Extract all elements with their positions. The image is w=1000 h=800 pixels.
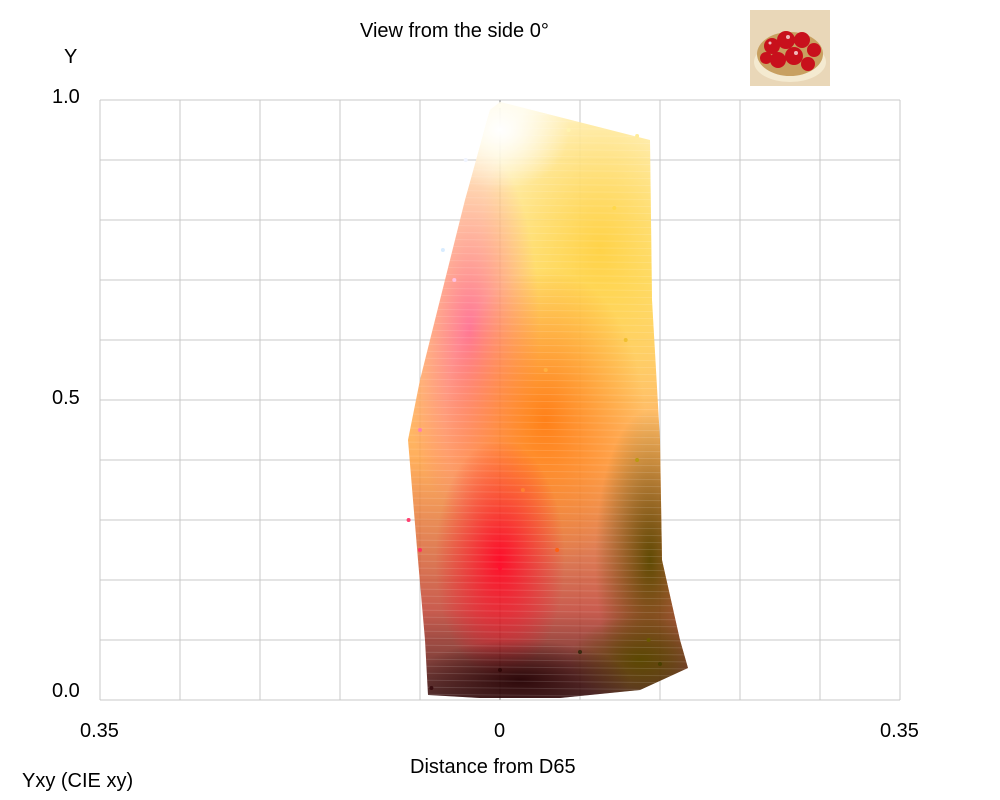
point-row-texture [408, 651, 688, 656]
point-row-texture [408, 616, 688, 621]
y-axis-label: Y [64, 46, 78, 68]
point-row-texture [408, 609, 688, 614]
point-row-texture [408, 273, 688, 278]
point-row-texture [408, 259, 688, 264]
point-row-texture [408, 602, 688, 607]
point-row-texture [408, 490, 688, 495]
x-axis-label: Distance from D65 [410, 756, 576, 778]
data-point [418, 548, 422, 552]
point-row-texture [408, 413, 688, 418]
point-row-texture [408, 574, 688, 579]
point-row-texture [408, 553, 688, 558]
y-tick-label: 0.5 [52, 387, 80, 409]
chart-title: View from the side 0° [360, 20, 549, 42]
point-row-texture [408, 406, 688, 411]
point-row-texture [408, 518, 688, 523]
point-row-texture [408, 343, 688, 348]
point-row-texture [408, 567, 688, 572]
data-point [418, 428, 422, 432]
strawberry-tart-thumbnail-icon [750, 10, 830, 86]
data-point [498, 566, 502, 570]
data-point [406, 518, 411, 522]
data-point [566, 128, 571, 132]
point-row-texture [408, 371, 688, 376]
color-space-label: Yxy (CIE xy) [22, 770, 134, 792]
y-tick-label: 1.0 [52, 86, 80, 108]
point-row-texture [408, 399, 688, 404]
point-row-texture [408, 455, 688, 460]
point-row-texture [408, 483, 688, 488]
point-row-texture [408, 560, 688, 565]
point-row-texture [408, 287, 688, 292]
y-tick-label: 0.0 [52, 680, 80, 702]
point-row-texture [408, 644, 688, 649]
point-row-texture [408, 434, 688, 439]
point-row-texture [408, 448, 688, 453]
point-row-texture [408, 336, 688, 341]
point-row-texture [408, 679, 688, 684]
data-point [658, 662, 662, 666]
point-row-texture [408, 420, 688, 425]
data-points [406, 104, 662, 690]
point-row-texture [408, 441, 688, 446]
point-row-texture [408, 665, 688, 670]
point-row-texture [408, 301, 688, 306]
point-row-texture [408, 364, 688, 369]
point-row-texture [408, 623, 688, 628]
data-point [555, 548, 560, 552]
point-row-texture [408, 378, 688, 383]
point-row-texture [408, 511, 688, 516]
point-row-texture [408, 315, 688, 320]
point-row-texture [408, 595, 688, 600]
x-tick-label: 0.35 [80, 720, 119, 742]
point-row-texture [408, 588, 688, 593]
x-tick-label: 0.35 [880, 720, 919, 742]
data-point [635, 458, 640, 462]
point-row-texture [408, 322, 688, 327]
point-row-texture [408, 539, 688, 544]
x-tick-label: 0 [494, 720, 506, 742]
data-point [635, 134, 640, 138]
point-row-texture [408, 525, 688, 530]
data-point [429, 686, 434, 690]
data-point [463, 158, 468, 162]
data-point [543, 368, 548, 372]
data-point [440, 248, 445, 252]
point-row-texture [408, 658, 688, 663]
data-point [578, 650, 582, 654]
point-row-texture [408, 504, 688, 509]
point-row-texture [408, 630, 688, 635]
data-point [623, 338, 628, 342]
point-row-texture [408, 357, 688, 362]
point-row-texture [408, 497, 688, 502]
point-row-texture [408, 581, 688, 586]
data-point [646, 638, 651, 642]
point-row-texture [408, 469, 688, 474]
point-row-texture [408, 308, 688, 313]
data-point [498, 668, 502, 672]
point-row-texture [408, 350, 688, 355]
point-row-texture [408, 427, 688, 432]
point-row-texture [408, 672, 688, 677]
point-row-texture [408, 329, 688, 334]
data-point [452, 278, 457, 282]
point-cloud [408, 102, 688, 698]
data-point [498, 104, 502, 108]
point-row-texture [408, 385, 688, 390]
data-point [612, 206, 617, 210]
data-point [520, 488, 525, 492]
point-row-texture [408, 392, 688, 397]
point-row-texture [408, 532, 688, 537]
point-row-texture [408, 476, 688, 481]
point-row-texture [408, 266, 688, 271]
point-row-texture [408, 105, 688, 110]
point-row-texture [408, 280, 688, 285]
point-row-texture [408, 294, 688, 299]
point-row-texture [408, 462, 688, 467]
point-row-texture [408, 546, 688, 551]
